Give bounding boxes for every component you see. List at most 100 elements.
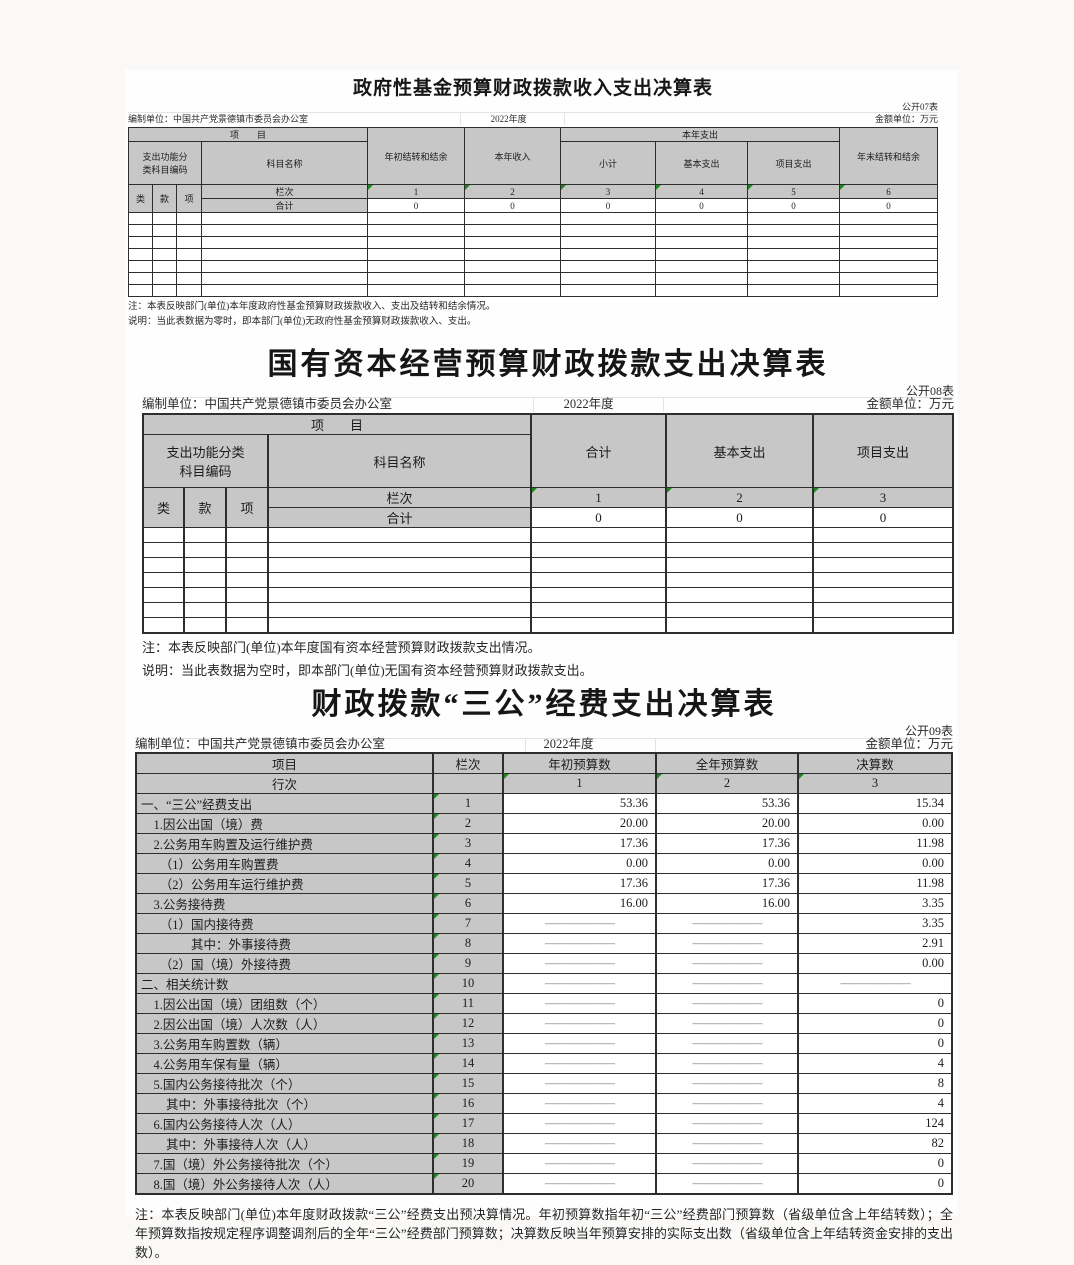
empty-cell [812, 572, 954, 588]
cell-row-no: 14 [432, 1053, 504, 1074]
empty-cell [560, 224, 657, 237]
empty-row [128, 248, 938, 261]
empty-cell [530, 617, 667, 633]
empty-cell [560, 260, 657, 273]
empty-cell [152, 260, 177, 273]
table3-public-no: 公开09表 [904, 724, 953, 738]
faint-gridline [142, 397, 954, 398]
table-row: 一、“三公”经费支出 1 53.36 53.36 15.34 [135, 793, 953, 814]
col-number-cell: 2 [665, 487, 814, 508]
faint-gridline [460, 112, 461, 125]
cell-final: 3.35 [797, 893, 953, 914]
empty-cell [665, 557, 814, 573]
empty-cell [560, 212, 657, 225]
empty-cell [225, 572, 269, 588]
empty-cell [183, 617, 227, 633]
table2-section: 国有资本经营预算财政拨款支出决算表 公开08表 编制单位：中国共产党景德镇市委员… [141, 346, 954, 680]
empty-cell [655, 248, 749, 261]
table-row: 6.国内公务接待人次（人） 17 —————— —————— 124 [135, 1113, 953, 1134]
total-value-cell: 0 [464, 198, 562, 213]
empty-cell [665, 587, 814, 603]
empty-cell [665, 617, 814, 633]
empty-cell [665, 572, 814, 588]
empty-cell [266, 527, 532, 543]
table-row: 7.国（境）外公务接待批次（个） 19 —————— —————— 0 [135, 1153, 953, 1174]
empty-cell [812, 542, 954, 558]
empty-cell [560, 284, 657, 297]
empty-cell [142, 587, 185, 603]
empty-cell [464, 260, 562, 273]
empty-cell [530, 527, 667, 543]
th-budget-year: 全年预算数 [655, 752, 799, 774]
th-item-sub: 项 [225, 487, 269, 528]
cell-final: 4 [797, 1093, 953, 1114]
th-item-sub: 项 [176, 184, 202, 213]
cell-label: 2.公务用车购置及运行维护费 [135, 833, 434, 854]
col-number-cell: 2 [464, 184, 562, 199]
empty-cell [812, 617, 954, 633]
cell-budget-year: —————— [655, 1013, 799, 1034]
empty-cell [560, 236, 657, 249]
cell-final: 82 [797, 1133, 953, 1154]
cell-row-no: 20 [432, 1173, 504, 1195]
table2-note: 注：本表反映部门(单位)本年度国有资本经营预算财政拨款支出情况。 [142, 639, 541, 655]
cell-final: 15.34 [797, 793, 953, 814]
cell-label: 7.国（境）外公务接待批次（个） [135, 1153, 434, 1174]
cell-budget-year: 20.00 [655, 813, 799, 834]
empty-cell [225, 557, 269, 573]
table2-note2: 说明：当此表数据为空时，即本部门(单位)无国有资本经营预算财政拨款支出。 [142, 662, 593, 678]
empty-cell [183, 557, 227, 573]
empty-cell [128, 224, 153, 237]
empty-cell [128, 284, 153, 297]
empty-cell [665, 542, 814, 558]
th-col-no: 栏次 [200, 184, 369, 199]
cell-row-no: 11 [432, 993, 504, 1014]
total-value-cell: 0 [665, 507, 814, 528]
cell-budget-begin: —————— [502, 933, 657, 954]
col-number-cell: 6 [839, 184, 938, 199]
table-row: 8.国（境）外公务接待人次（人） 20 —————— —————— 0 [135, 1173, 953, 1195]
empty-cell [200, 272, 369, 285]
cell-row-no: 2 [432, 813, 504, 834]
cell-budget-year: —————— [655, 1073, 799, 1094]
cell-final: 11.98 [797, 873, 953, 894]
empty-cell [530, 587, 667, 603]
th-begin-balance: 年初结转和结余 [367, 127, 466, 185]
empty-cell [839, 248, 938, 261]
cell-budget-begin: —————— [502, 1073, 657, 1094]
cell-final: 4 [797, 1053, 953, 1074]
empty-cell [839, 284, 938, 297]
empty-cell [464, 212, 562, 225]
empty-cell [225, 602, 269, 618]
table-row: 2.公务用车购置及运行维护费 3 17.36 17.36 11.98 [135, 833, 953, 854]
th-class: 类 [142, 487, 185, 528]
empty-cell [200, 284, 369, 297]
empty-cell [142, 557, 185, 573]
cell-budget-begin: 17.36 [502, 833, 657, 854]
table-row: 3.公务用车购置数（辆） 13 —————— —————— 0 [135, 1033, 953, 1054]
empty-cell [747, 260, 841, 273]
table2-grid: 项 目 合计 基本支出 项目支出 支出功能分类 科目编码 科目名称 类 款 项 … [141, 413, 954, 634]
cell-final: 0 [797, 1013, 953, 1034]
cell-budget-begin: —————— [502, 913, 657, 934]
empty-cell [142, 572, 185, 588]
cell-budget-begin: —————— [502, 1133, 657, 1154]
table3-grid: 项目 栏次 年初预算数 全年预算数 决算数 行次 1 2 3 一、“三公”经费支… [135, 752, 953, 1195]
unit-label: 金额单位：万元 [874, 114, 938, 124]
total-value-cell: 0 [747, 198, 841, 213]
prepared-by-label: 编制单位：中国共产党景德镇市委员会办公室 [128, 114, 309, 124]
empty-cell [655, 236, 749, 249]
cell-budget-begin: 20.00 [502, 813, 657, 834]
empty-cell [152, 224, 177, 237]
total-value-cell: 0 [812, 507, 954, 528]
cell-row-no: 17 [432, 1113, 504, 1134]
cell-row-no: 5 [432, 873, 504, 894]
empty-cell [225, 617, 269, 633]
empty-cell [839, 236, 938, 249]
cell-budget-year: 0.00 [655, 853, 799, 874]
cell-budget-begin: 17.36 [502, 873, 657, 894]
empty-cell [367, 272, 466, 285]
empty-cell [183, 572, 227, 588]
empty-cell [464, 236, 562, 249]
th-func-code: 支出功能分类 科目编码 [142, 434, 269, 488]
